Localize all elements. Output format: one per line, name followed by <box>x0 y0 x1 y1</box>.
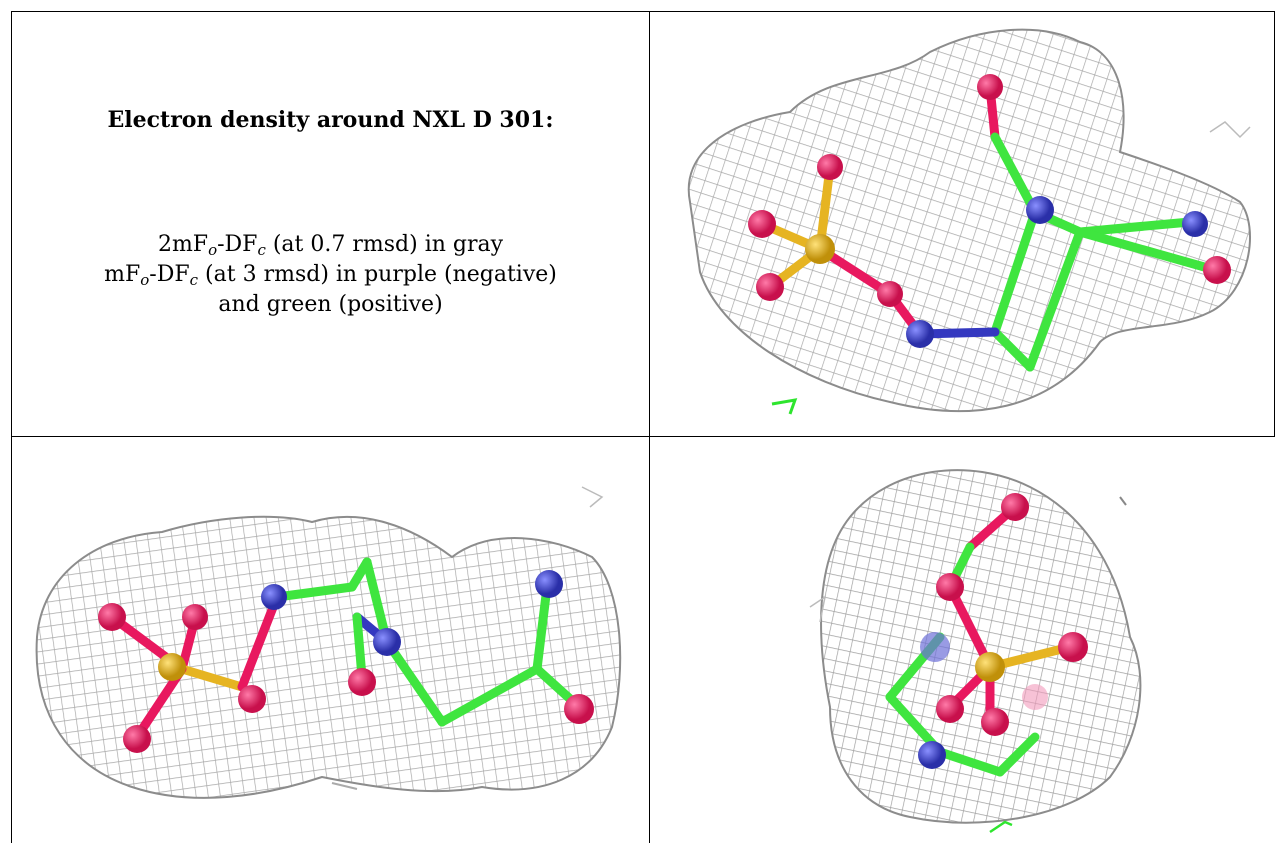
legend-cell: Electron density around NXL D 301: 2mFo-… <box>12 12 649 436</box>
table-row-divider <box>11 436 1275 437</box>
density-panel-2 <box>12 437 649 843</box>
figure-table: Electron density around NXL D 301: 2mFo-… <box>11 11 1275 843</box>
density-panel-1 <box>650 12 1274 436</box>
ligand-model <box>885 493 1088 777</box>
density-panel-3 <box>650 437 1275 843</box>
legend-line-1: 2mFo-DFc (at 0.7 rmsd) in gray <box>157 232 504 259</box>
density-mesh <box>687 28 1251 413</box>
table-border-middle <box>649 11 650 843</box>
legend-line-2: mFo-DFc (at 3 rmsd) in purple (negative) <box>104 262 557 289</box>
table-border-right <box>1274 11 1275 436</box>
positive-density-blob <box>771 398 798 415</box>
legend-body: 2mFo-DFc (at 0.7 rmsd) in gray mFo-DFc (… <box>12 230 649 320</box>
ligand-model <box>98 557 594 753</box>
density-mesh <box>35 515 622 799</box>
positive-density-blob <box>989 820 1013 834</box>
table-border-left <box>11 11 12 843</box>
legend-title: Electron density around NXL D 301: <box>107 107 554 133</box>
table-border-top <box>11 11 1275 12</box>
ligand-model <box>748 74 1231 372</box>
legend-line-3: and green (positive) <box>218 292 443 317</box>
